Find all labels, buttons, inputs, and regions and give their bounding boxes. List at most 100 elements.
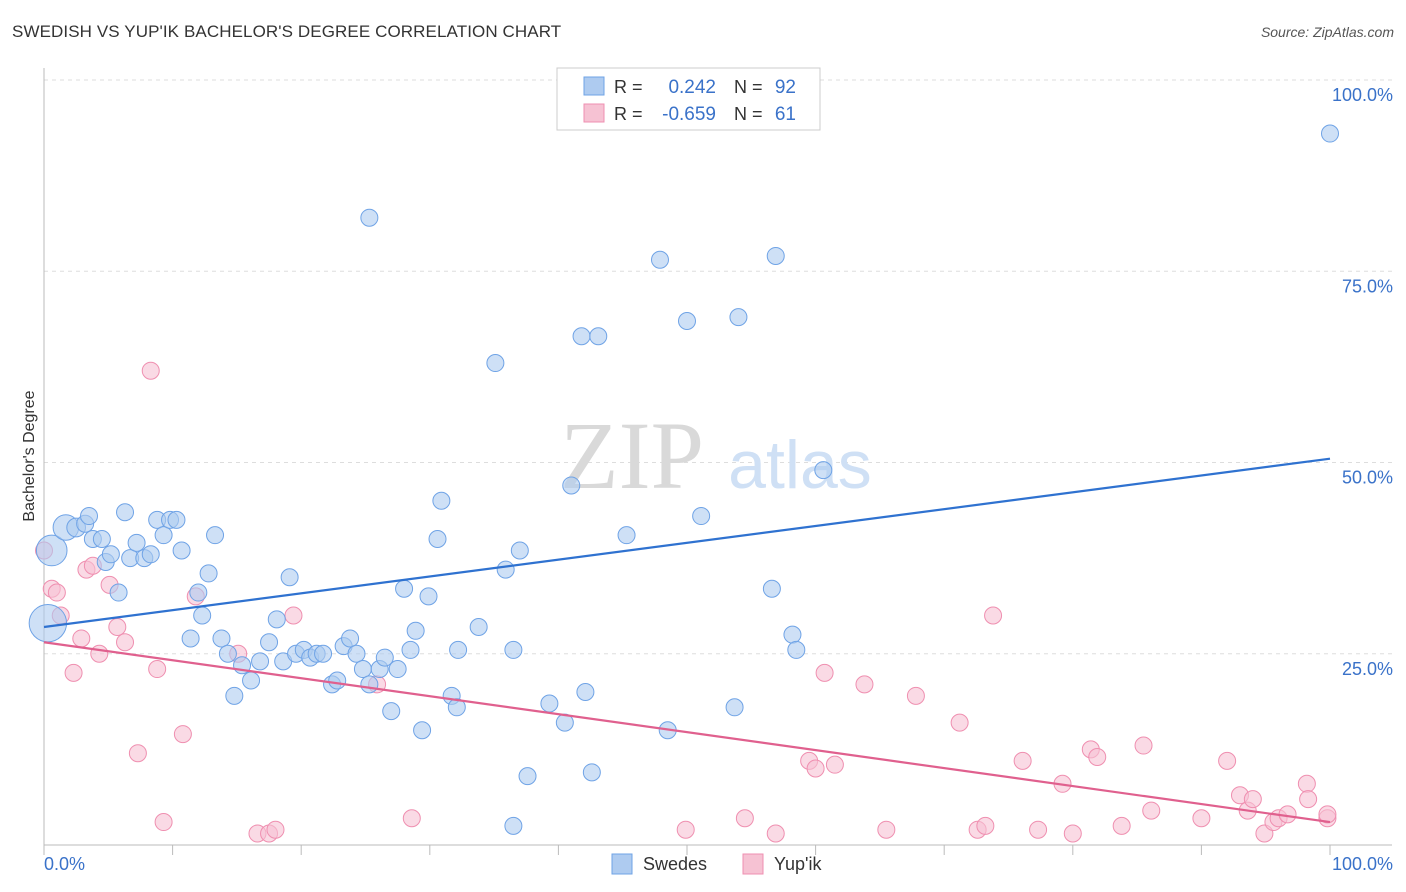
- grid-lines: [44, 79, 1392, 655]
- swedes-point: [360, 208, 379, 227]
- swedes-point: [189, 583, 208, 602]
- swedes-point: [496, 560, 515, 579]
- swedes-point: [540, 694, 559, 713]
- yupik-point: [815, 663, 834, 682]
- swedes-point: [814, 461, 833, 480]
- swedes-trend-line: [43, 457, 1331, 629]
- yupik-point: [1112, 816, 1131, 835]
- swedes-point: [280, 568, 299, 587]
- yupik-point: [950, 713, 969, 732]
- legend-r-value-swedes: 0.242: [668, 77, 716, 98]
- swedes-point: [92, 530, 111, 548]
- legend-n-label: N =: [734, 104, 763, 124]
- swedes-point: [154, 526, 173, 545]
- yupik-point: [154, 813, 173, 832]
- yupik-point: [1013, 751, 1032, 770]
- legend-swatch-swedes: [611, 853, 633, 875]
- swedes-point: [35, 534, 68, 567]
- yupik-point: [1192, 809, 1211, 828]
- chart-title: SWEDISH VS YUP'IK BACHELOR'S DEGREE CORR…: [12, 22, 562, 41]
- swedes-point: [28, 603, 68, 643]
- swedes-point: [101, 545, 120, 564]
- yupik-point: [735, 809, 754, 828]
- y-tick-label: 75.0%: [1342, 276, 1393, 296]
- swedes-point: [518, 767, 537, 786]
- swedes-point: [127, 533, 146, 552]
- yupik-point: [128, 744, 147, 763]
- yupik-point: [676, 820, 695, 839]
- swedes-point: [729, 308, 748, 327]
- swedes-point: [449, 640, 468, 659]
- yupik-point: [116, 633, 135, 652]
- swedes-point: [360, 675, 379, 694]
- swedes-point: [218, 644, 237, 663]
- yupik-point: [266, 820, 285, 839]
- swedes-point: [589, 327, 608, 346]
- swedes-point: [341, 629, 360, 648]
- swedes-point: [562, 476, 581, 495]
- legend-r-label: R =: [614, 104, 643, 124]
- y-tick-label: 50.0%: [1342, 468, 1393, 488]
- swedes-point: [725, 698, 744, 717]
- swedes-point: [469, 617, 488, 636]
- swedes-point: [225, 686, 244, 705]
- swedes-point: [395, 579, 414, 598]
- yupik-point: [984, 606, 1003, 625]
- x-tick-label: 100.0%: [1332, 854, 1393, 874]
- yupik-point: [64, 663, 83, 682]
- yupik-point: [402, 809, 421, 828]
- swedes-point: [109, 583, 128, 602]
- axes: 25.0% 50.0% 75.0% 100.0%: [43, 68, 1393, 855]
- swedes-point: [576, 683, 595, 701]
- yupik-point: [766, 824, 785, 843]
- watermark-zip: ZIP: [560, 402, 704, 509]
- yupik-point: [148, 660, 167, 679]
- swedes-point: [413, 721, 432, 740]
- y-tick-label: 25.0%: [1342, 659, 1393, 679]
- swedes-point: [172, 541, 191, 560]
- swedes-point: [199, 564, 218, 583]
- swedes-point: [167, 510, 186, 529]
- swedes-point: [504, 640, 523, 659]
- legend-n-value-swedes: 92: [775, 77, 796, 98]
- swedes-point: [212, 629, 231, 648]
- swedes-point: [251, 652, 270, 671]
- legend-r-value-yupik: -0.659: [662, 104, 716, 125]
- yupik-point: [855, 675, 874, 694]
- yupik-point: [877, 820, 896, 839]
- swedes-point: [678, 311, 696, 330]
- swedes-point: [242, 671, 261, 690]
- y-axis-label: Bachelor's Degree: [21, 390, 38, 521]
- legend-label-swedes: Swedes: [643, 854, 707, 874]
- swedes-point: [617, 526, 636, 545]
- swedes-point: [375, 648, 394, 667]
- swedes-point: [80, 507, 99, 526]
- yupik-point: [1318, 805, 1337, 824]
- swedes-point: [447, 698, 466, 717]
- yupik-point: [141, 361, 160, 380]
- swedes-point: [388, 660, 407, 679]
- swedes-point: [141, 545, 160, 564]
- yupik-point: [90, 644, 109, 663]
- swedes-point: [1321, 124, 1339, 143]
- yupik-point: [1297, 774, 1316, 793]
- yupik-point: [173, 725, 192, 744]
- yupik-point: [825, 755, 844, 774]
- yupik-point: [1063, 824, 1082, 843]
- swedes-point: [353, 660, 372, 679]
- swedes-point: [193, 606, 212, 625]
- yupik-point: [284, 606, 303, 625]
- swedes-point: [406, 621, 425, 640]
- source-label: Source: ZipAtlas.com: [1260, 24, 1394, 40]
- legend-r-label: R =: [614, 77, 643, 97]
- y-tick-label: 100.0%: [1332, 85, 1393, 105]
- watermark-atlas: atlas: [728, 427, 872, 503]
- yupik-point: [1243, 790, 1262, 809]
- x-tick-label: 0.0%: [44, 854, 85, 874]
- swedes-point: [116, 503, 135, 522]
- yupik-point: [72, 629, 91, 648]
- yupik-point: [906, 686, 925, 705]
- swedes-point: [428, 530, 447, 548]
- swedes-point: [382, 702, 401, 721]
